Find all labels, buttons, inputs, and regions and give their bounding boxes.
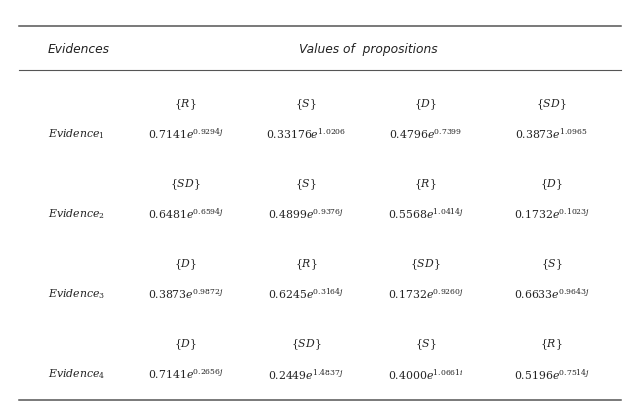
Text: $0.1732e^{0.1023j}$: $0.1732e^{0.1023j}$: [514, 207, 589, 221]
Text: $\{D\}$: $\{D\}$: [174, 258, 197, 272]
Text: $\{R\}$: $\{R\}$: [540, 338, 563, 352]
Text: $\{D\}$: $\{D\}$: [540, 177, 563, 192]
Text: $\{SD\}$: $\{SD\}$: [291, 338, 321, 352]
Text: Values of  propositions: Values of propositions: [299, 43, 437, 56]
Text: $\{SD\}$: $\{SD\}$: [170, 177, 201, 192]
Text: $0.6245e^{0.3164j}$: $0.6245e^{0.3164j}$: [268, 287, 344, 301]
Text: $\mathit{Evidence}_{2}$: $\mathit{Evidence}_{2}$: [48, 207, 105, 221]
Text: $\{D\}$: $\{D\}$: [174, 338, 197, 352]
Text: $0.6481e^{0.6594j}$: $0.6481e^{0.6594j}$: [148, 207, 223, 221]
Text: Evidences: Evidences: [48, 43, 110, 56]
Text: $\{S\}$: $\{S\}$: [415, 338, 436, 352]
Text: $\{SD\}$: $\{SD\}$: [536, 97, 567, 112]
Text: $\{R\}$: $\{R\}$: [294, 258, 317, 272]
Text: $0.4000e^{1.0661i}$: $0.4000e^{1.0661i}$: [388, 367, 463, 382]
Text: $0.4796e^{0.7399}$: $0.4796e^{0.7399}$: [389, 127, 462, 141]
Text: $0.5568e^{1.0414j}$: $0.5568e^{1.0414j}$: [388, 207, 463, 221]
Text: $\{S\}$: $\{S\}$: [295, 97, 317, 112]
Text: $0.3873e^{0.9872j}$: $0.3873e^{0.9872j}$: [148, 287, 223, 301]
Text: $0.1732e^{0.9260j}$: $0.1732e^{0.9260j}$: [388, 287, 463, 301]
Text: $\mathit{Evidence}_{1}$: $\mathit{Evidence}_{1}$: [48, 127, 104, 141]
Text: $\{D\}$: $\{D\}$: [414, 97, 437, 112]
Text: $\{R\}$: $\{R\}$: [414, 177, 437, 192]
Text: $0.5196e^{0.7514j}$: $0.5196e^{0.7514j}$: [514, 367, 589, 382]
Text: $\{S\}$: $\{S\}$: [295, 177, 317, 192]
Text: $\{SD\}$: $\{SD\}$: [410, 258, 441, 272]
Text: $\mathit{Evidence}_{4}$: $\mathit{Evidence}_{4}$: [48, 367, 105, 381]
Text: $\{S\}$: $\{S\}$: [541, 258, 563, 272]
Text: $\mathit{Evidence}_{3}$: $\mathit{Evidence}_{3}$: [48, 287, 105, 301]
Text: $0.6633e^{0.9643j}$: $0.6633e^{0.9643j}$: [514, 287, 589, 301]
Text: $0.2449e^{1.4837j}$: $0.2449e^{1.4837j}$: [268, 367, 344, 382]
Text: $0.7141e^{0.2656j}$: $0.7141e^{0.2656j}$: [148, 367, 223, 381]
Text: $0.7141e^{0.9294j}$: $0.7141e^{0.9294j}$: [148, 126, 223, 141]
Text: $0.3873e^{1.0965}$: $0.3873e^{1.0965}$: [515, 126, 588, 141]
Text: $\{R\}$: $\{R\}$: [174, 97, 197, 112]
Text: $0.4899e^{0.9376j}$: $0.4899e^{0.9376j}$: [268, 207, 344, 221]
Text: $0.33176e^{1.0206}$: $0.33176e^{1.0206}$: [266, 126, 346, 141]
